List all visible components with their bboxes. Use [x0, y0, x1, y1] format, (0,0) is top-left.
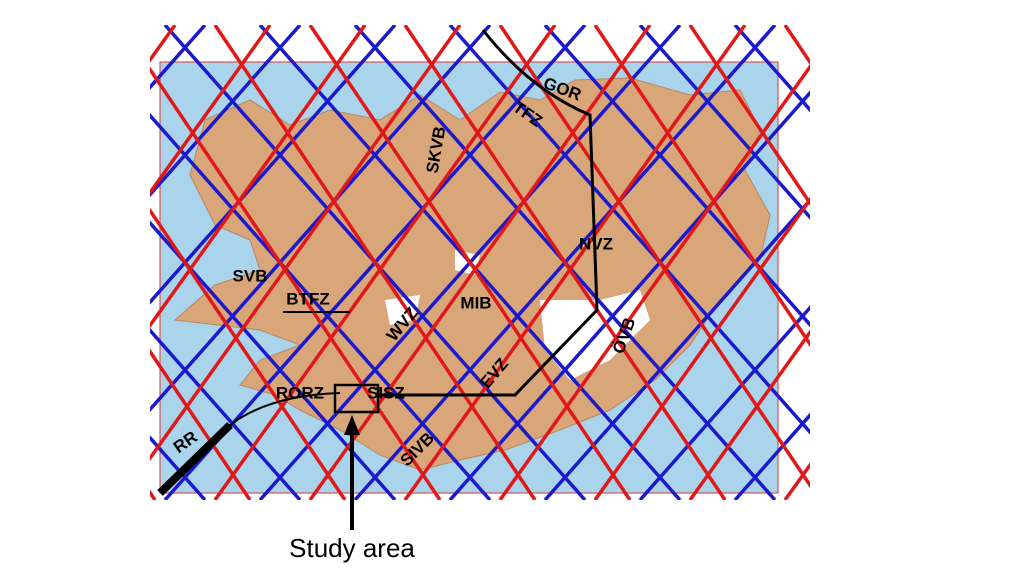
label: SVB	[233, 266, 268, 285]
lineament	[1020, 25, 1024, 500]
lineament	[975, 25, 1024, 500]
lineament	[0, 25, 110, 500]
lineament	[150, 25, 177, 63]
lineament	[733, 25, 810, 113]
lineament	[308, 25, 632, 500]
lineament	[213, 25, 537, 500]
structure-lines	[157, 29, 599, 530]
label: BTFZ	[286, 289, 329, 308]
lineament	[688, 25, 810, 207]
lineament	[688, 329, 810, 500]
study-box	[333, 383, 380, 414]
lineament	[213, 25, 557, 500]
lineament	[403, 25, 727, 500]
lineament	[150, 25, 367, 329]
lineament	[150, 25, 302, 198]
lineament	[498, 25, 810, 489]
lineament	[150, 66, 442, 500]
lineament-grid	[0, 25, 1024, 500]
lineament	[150, 327, 302, 500]
lineament	[150, 489, 157, 500]
lineament	[783, 25, 810, 66]
arrow-head	[344, 415, 360, 435]
lineament	[0, 25, 15, 500]
ridge-line	[157, 422, 233, 496]
lineament	[830, 25, 1024, 500]
lineament	[403, 25, 747, 500]
lineament	[593, 25, 810, 348]
label: MIB	[460, 293, 491, 312]
lineament	[880, 25, 1024, 500]
lineament	[638, 305, 810, 500]
rift-line	[378, 29, 599, 397]
label: NVZ	[579, 234, 613, 253]
caption: Study area	[289, 533, 415, 563]
lineament	[733, 412, 810, 500]
lineament	[150, 25, 272, 196]
lineament	[925, 25, 1024, 500]
lineament	[0, 25, 110, 500]
label: RORZ	[276, 383, 324, 402]
lineament	[308, 25, 652, 500]
label: SISZ	[367, 383, 405, 402]
ridge-line	[229, 392, 341, 426]
lineament	[0, 25, 60, 500]
lineament	[498, 63, 810, 500]
lineament	[638, 25, 810, 220]
lineament	[783, 462, 810, 500]
lineament	[150, 348, 252, 500]
lineament	[593, 196, 810, 500]
lineament	[150, 207, 347, 500]
lineament	[150, 25, 462, 462]
lineament	[0, 25, 80, 500]
lineament	[0, 25, 15, 500]
